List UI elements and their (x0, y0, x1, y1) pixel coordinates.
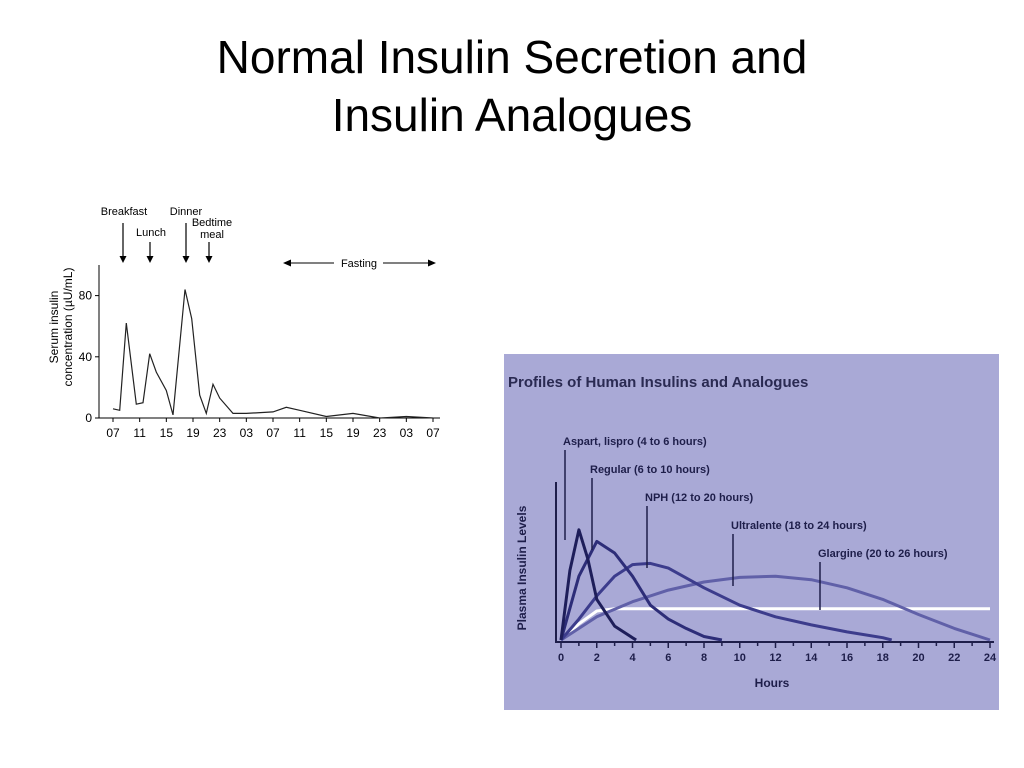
chart1-x-tick-label: 15 (320, 426, 334, 440)
chart1-y-tick-label: 80 (79, 289, 93, 303)
chart2-series-label-2: NPH (12 to 20 hours) (645, 492, 754, 504)
bedtime-label-line-1: Bedtime (192, 217, 232, 229)
chart1-x-tick-label: 23 (213, 426, 227, 440)
chart2-series-line-4 (559, 607, 990, 642)
chart1-series-line (112, 289, 434, 419)
insulin-secretion-chart: Serum insulin concentration (µU/mL) 0 40 80… (47, 206, 440, 440)
slide-title-line-2: Insulin Analogues (331, 89, 693, 141)
chart1-x-tick-label: 07 (266, 426, 280, 440)
chart2-labels: Aspart, lispro (4 to 6 hours) Regular (6 … (563, 436, 948, 610)
chart1-x-tick-label: 07 (106, 426, 120, 440)
dinner-label: Dinner (170, 206, 203, 218)
slide-title-line-1: Normal Insulin Secretion and (216, 31, 808, 83)
chart2-x-tick-label: 24 (984, 652, 997, 664)
chart2-x-tick-label: 20 (912, 652, 924, 664)
chart2-x-tick-label: 10 (734, 652, 746, 664)
chart1-y-tick-label: 40 (79, 350, 93, 364)
chart2-series-line-0 (559, 528, 637, 642)
chart2-x-tick-label: 22 (948, 652, 960, 664)
chart2-series-label-1: Regular (6 to 10 hours) (590, 464, 710, 476)
chart1-y-tick-label: 0 (85, 411, 92, 425)
chart1-x-tick-label: 11 (293, 426, 306, 440)
chart1-x-tick-label: 19 (186, 426, 200, 440)
chart2-series-label-4: Glargine (20 to 26 hours) (818, 548, 948, 560)
chart1-x-tick-label: 19 (346, 426, 360, 440)
breakfast-label: Breakfast (101, 206, 147, 218)
chart2-x-tick-label: 4 (629, 652, 636, 664)
chart2-series-line-2 (559, 561, 893, 642)
chart2-x-tick-label: 12 (769, 652, 781, 664)
chart2-x-tick-label: 8 (701, 652, 707, 664)
chart2-x-label: Hours (755, 676, 790, 690)
breakfast-arrow-head (119, 256, 127, 263)
chart2-x-tick-label: 18 (877, 652, 889, 664)
chart1-x-tick-label: 15 (160, 426, 174, 440)
chart2-series-line-3 (560, 574, 991, 642)
insulin-profiles-panel: Profiles of Human Insulins and Analogues… (504, 354, 999, 710)
chart1-y-label-line-2: concentration (µU/mL) (61, 268, 75, 387)
chart2-y-label: Plasma Insulin Levels (515, 505, 529, 630)
chart2-series (559, 528, 991, 642)
fasting-arrow-right (428, 259, 436, 267)
chart2-x-tick-label: 0 (558, 652, 564, 664)
chart1-axes: Serum insulin concentration (µU/mL) (47, 265, 440, 419)
chart1-x-tick-label: 23 (373, 426, 387, 440)
chart2-x-tick-label: 14 (805, 652, 818, 664)
chart1-ticks: 0 40 80 07 11 15 19 23 03 07 11 15 19 23 03 07 (79, 289, 440, 440)
chart2-x-tick-label: 6 (665, 652, 671, 664)
chart2-x-tick-label: 16 (841, 652, 853, 664)
insulin-profiles-chart: Profiles of Human Insulins and Analogues… (508, 374, 997, 690)
chart2-title: Profiles of Human Insulins and Analogues (508, 374, 808, 391)
chart1-x-tick-label: 11 (133, 426, 146, 440)
chart1-x-tick-label: 03 (240, 426, 254, 440)
fasting-label: Fasting (341, 258, 377, 270)
lunch-label: Lunch (136, 227, 166, 239)
fasting-arrow-left (283, 259, 291, 267)
slide-title: Normal Insulin Secretion and Insulin Ana… (0, 28, 1024, 144)
chart2-axes: Profiles of Human Insulins and Analogues… (508, 374, 997, 690)
chart1-x-tick-label: 07 (426, 426, 440, 440)
lunch-arrow-head (146, 256, 154, 263)
dinner-arrow-head (182, 256, 190, 263)
chart1-y-label-line-1: Serum insulin (47, 291, 61, 364)
chart1-x-tick-label: 03 (400, 426, 414, 440)
chart2-x-tick-label: 2 (594, 652, 600, 664)
bedtime-arrow-head (205, 256, 213, 263)
chart2-series-label-0: Aspart, lispro (4 to 6 hours) (563, 436, 707, 448)
bedtime-label-line-2: meal (200, 229, 224, 241)
chart1-series (112, 289, 434, 419)
chart2-series-label-3: Ultralente (18 to 24 hours) (731, 520, 867, 532)
